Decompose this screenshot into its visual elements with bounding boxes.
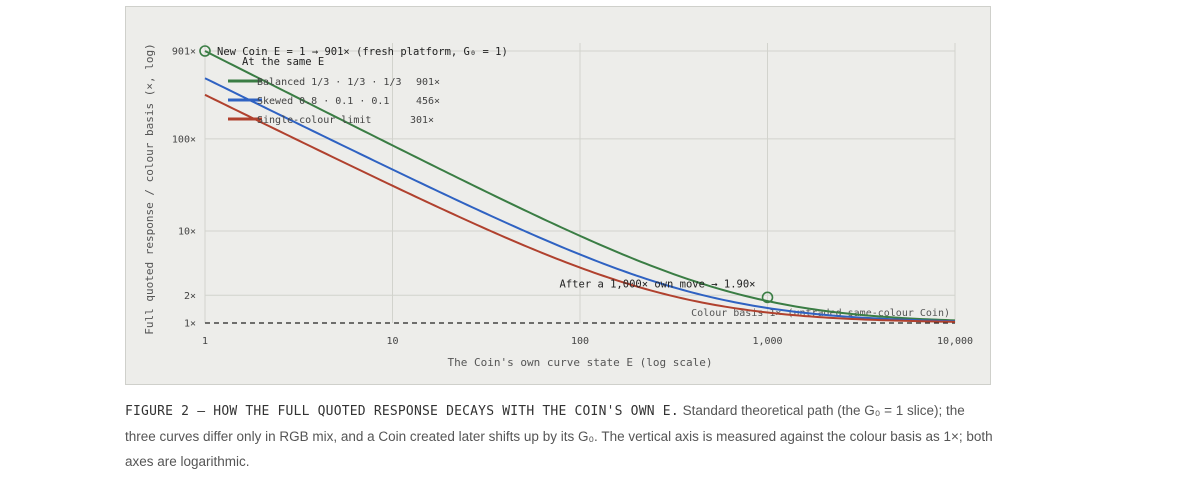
caption-body: Standard theoretical path (the G₀ = 1 sl… [125, 403, 993, 469]
legend-value-1: 456× [416, 96, 440, 107]
series-line-1 [204, 77, 956, 323]
series-lines [204, 50, 956, 323]
legend-value-2: 301× [410, 115, 434, 126]
chart: Colour basis 1× (untraded same-colour Co… [143, 43, 973, 369]
series-line-0 [204, 50, 956, 322]
annotation-after-move: After a 1,000× own move → 1.90× [560, 278, 756, 290]
figure-panel: Colour basis 1× (untraded same-colour Co… [125, 6, 991, 385]
x-tick-label: 1,000 [752, 336, 782, 347]
x-tick-label: 100 [571, 336, 589, 347]
legend-entry-1: Skewed 0.8 · 0.1 · 0.1 [257, 96, 389, 107]
x-axis-label: The Coin's own curve state E (log scale) [448, 356, 713, 369]
y-tick-label: 901× [172, 47, 196, 58]
annotations: New Coin E = 1 → 901× (fresh platform, G… [217, 46, 756, 290]
legend: At the same E Balanced 1/3 · 1/3 · 1/3 901… [228, 56, 440, 126]
legend-entry-2: Single-colour limit [257, 115, 371, 126]
grid [204, 43, 956, 323]
legend-title: At the same E [242, 56, 324, 68]
annotation-new-coin: New Coin E = 1 → 901× (fresh platform, G… [217, 46, 508, 58]
x-tick-label: 10,000 [937, 336, 973, 347]
x-tick-label: 1 [202, 336, 208, 347]
y-tick-label: 2× [184, 291, 196, 302]
legend-entry-0: Balanced 1/3 · 1/3 · 1/3 [257, 77, 402, 88]
y-axis-label: Full quoted response / colour basis (×, … [143, 43, 156, 334]
series-line-2 [204, 93, 956, 323]
x-tick-label: 10 [386, 336, 398, 347]
y-tick-label: 10× [178, 226, 196, 237]
y-tick-label: 1× [184, 319, 196, 330]
annotation-markers [199, 45, 774, 304]
annotation-marker-1 [761, 291, 774, 304]
y-tick-label: 100× [172, 134, 196, 145]
legend-value-0: 901× [416, 77, 440, 88]
caption-title: FIGURE 2 — HOW THE FULL QUOTED RESPONSE … [125, 404, 679, 419]
annotation-marker-0 [199, 45, 211, 57]
tick-labels: 1 10 100 1,000 10,000 1× 2× 10× 100× 901× [172, 47, 973, 348]
figure-caption: FIGURE 2 — HOW THE FULL QUOTED RESPONSE … [125, 398, 995, 474]
